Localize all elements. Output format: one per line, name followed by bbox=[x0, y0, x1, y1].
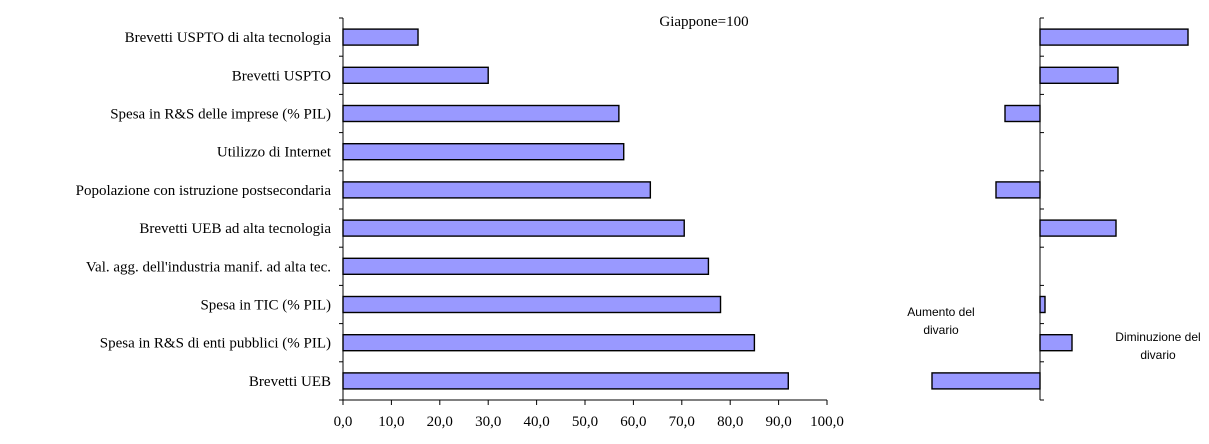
bar bbox=[342, 181, 652, 199]
right-bar-chart: Aumento del divario Diminuzione del diva… bbox=[907, 17, 1201, 401]
x-tick-label: 20,0 bbox=[427, 414, 453, 430]
annotation-right-line1: Diminuzione del bbox=[1115, 330, 1200, 344]
bar bbox=[931, 372, 1041, 390]
category-label: Brevetti UEB ad alta tecnologia bbox=[139, 221, 331, 237]
category-label: Spesa in R&S di enti pubblici (% PIL) bbox=[100, 336, 331, 352]
category-label: Utilizzo di Internet bbox=[217, 145, 332, 161]
bar bbox=[342, 28, 419, 46]
bar bbox=[342, 66, 489, 85]
bar bbox=[1039, 295, 1046, 314]
annotation-left-line1: Aumento del bbox=[907, 305, 974, 319]
annotation-right-line2: divario bbox=[1140, 348, 1176, 362]
x-tick-label: 0,0 bbox=[334, 414, 353, 430]
x-tick-label: 30,0 bbox=[475, 414, 501, 430]
bar bbox=[342, 257, 710, 275]
x-tick-label: 60,0 bbox=[620, 414, 646, 430]
x-tick-label: 50,0 bbox=[572, 414, 598, 430]
x-tick-label: 10,0 bbox=[378, 414, 404, 430]
x-tick-label: 70,0 bbox=[669, 414, 695, 430]
bar bbox=[342, 104, 620, 123]
bar bbox=[342, 219, 685, 237]
category-label: Brevetti UEB bbox=[249, 374, 331, 390]
category-label: Popolazione con istruzione postsecondari… bbox=[76, 183, 332, 199]
bar bbox=[342, 372, 789, 390]
category-label: Val. agg. dell'industria manif. ad alta … bbox=[86, 259, 331, 275]
x-tick-label: 100,0 bbox=[810, 414, 844, 430]
annotation-left-line2: divario bbox=[923, 323, 959, 337]
bar bbox=[1039, 334, 1073, 352]
x-tick-label: 80,0 bbox=[717, 414, 743, 430]
bar bbox=[1004, 104, 1041, 123]
chart-annotation: Giappone=100 bbox=[659, 14, 748, 30]
bar bbox=[342, 295, 722, 314]
x-tick-label: 40,0 bbox=[523, 414, 549, 430]
bar bbox=[1039, 219, 1117, 237]
category-label: Spesa in TIC (% PIL) bbox=[200, 298, 331, 314]
bar bbox=[995, 181, 1041, 199]
category-label: Brevetti USPTO bbox=[232, 68, 331, 84]
bar bbox=[342, 142, 625, 161]
bar bbox=[1039, 28, 1189, 46]
left-bar-chart: Giappone=100 Brevetti USPTO di alta tecn… bbox=[76, 14, 844, 430]
category-label: Spesa in R&S delle imprese (% PIL) bbox=[110, 107, 331, 123]
category-label: Brevetti USPTO di alta tecnologia bbox=[125, 30, 332, 46]
bar bbox=[1039, 66, 1119, 85]
bar bbox=[342, 334, 756, 352]
x-tick-label: 90,0 bbox=[765, 414, 791, 430]
